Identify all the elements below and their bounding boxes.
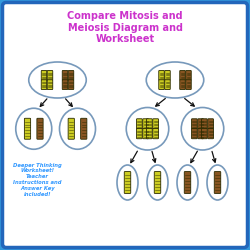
- FancyBboxPatch shape: [41, 70, 47, 80]
- FancyBboxPatch shape: [208, 119, 214, 129]
- FancyBboxPatch shape: [202, 128, 207, 139]
- FancyBboxPatch shape: [47, 80, 53, 90]
- FancyBboxPatch shape: [143, 128, 148, 139]
- FancyBboxPatch shape: [214, 172, 221, 194]
- FancyBboxPatch shape: [81, 118, 87, 139]
- FancyBboxPatch shape: [146, 128, 152, 139]
- FancyBboxPatch shape: [68, 70, 74, 80]
- FancyBboxPatch shape: [202, 119, 207, 129]
- FancyBboxPatch shape: [68, 80, 74, 90]
- Text: Compare Mitosis and
Meiosis Diagram and
Worksheet: Compare Mitosis and Meiosis Diagram and …: [67, 11, 183, 44]
- FancyBboxPatch shape: [159, 80, 164, 90]
- FancyBboxPatch shape: [198, 128, 203, 139]
- FancyBboxPatch shape: [153, 128, 158, 139]
- FancyBboxPatch shape: [143, 119, 148, 129]
- FancyBboxPatch shape: [136, 128, 142, 139]
- FancyBboxPatch shape: [37, 118, 43, 139]
- FancyBboxPatch shape: [2, 2, 248, 248]
- FancyBboxPatch shape: [165, 70, 170, 80]
- Text: Deeper Thinking
Worksheet!
Teacher
Instructions and
Answer Key
included!: Deeper Thinking Worksheet! Teacher Instr…: [13, 162, 62, 196]
- FancyBboxPatch shape: [192, 119, 197, 129]
- FancyBboxPatch shape: [186, 80, 191, 90]
- FancyBboxPatch shape: [68, 118, 74, 139]
- FancyBboxPatch shape: [180, 70, 185, 80]
- FancyBboxPatch shape: [154, 172, 161, 194]
- FancyBboxPatch shape: [192, 128, 197, 139]
- FancyBboxPatch shape: [47, 70, 53, 80]
- FancyBboxPatch shape: [184, 172, 191, 194]
- FancyBboxPatch shape: [153, 119, 158, 129]
- FancyBboxPatch shape: [198, 119, 203, 129]
- FancyBboxPatch shape: [24, 118, 30, 139]
- FancyBboxPatch shape: [62, 80, 68, 90]
- FancyBboxPatch shape: [186, 70, 191, 80]
- FancyBboxPatch shape: [208, 128, 214, 139]
- FancyBboxPatch shape: [41, 80, 47, 90]
- FancyBboxPatch shape: [165, 80, 170, 90]
- FancyBboxPatch shape: [136, 119, 142, 129]
- FancyBboxPatch shape: [124, 172, 131, 194]
- FancyBboxPatch shape: [180, 80, 185, 90]
- FancyBboxPatch shape: [62, 70, 68, 80]
- FancyBboxPatch shape: [159, 70, 164, 80]
- FancyBboxPatch shape: [146, 119, 152, 129]
